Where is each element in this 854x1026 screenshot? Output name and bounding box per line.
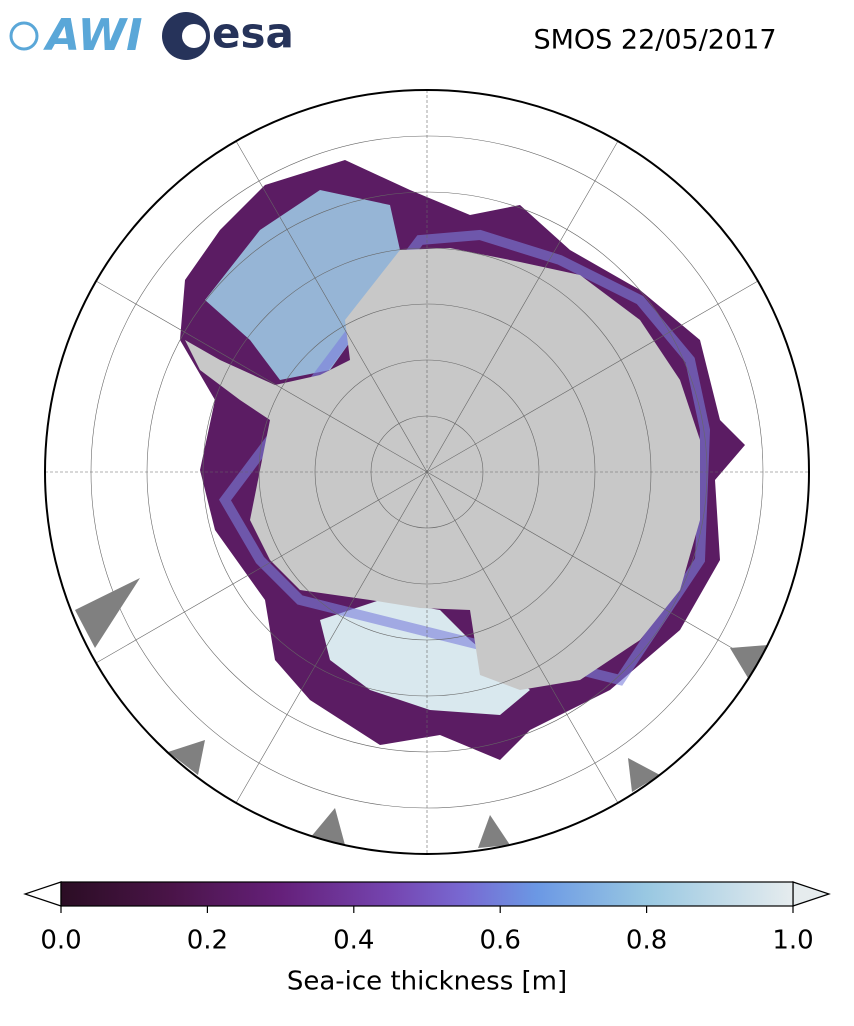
colorbar-ramp <box>60 881 794 907</box>
awi-logo-text: AWI <box>43 10 143 61</box>
awi-logo: AWI <box>9 10 143 61</box>
colorbar <box>23 881 831 907</box>
sea-ice-thick <box>320 600 530 715</box>
colorbar-extend-min <box>23 881 62 907</box>
colorbar-label: Sea-ice thickness [m] <box>287 967 567 997</box>
colorbar-tick-label: 0.6 <box>480 926 521 956</box>
map <box>45 90 809 854</box>
colorbar-tick-label: 0.8 <box>626 926 667 956</box>
colorbar-tick-label: 0.0 <box>40 926 81 956</box>
map-title: SMOS 22/05/2017 <box>533 25 776 56</box>
graticule <box>45 90 809 854</box>
colorbar-extend-max <box>792 881 831 907</box>
esa-logo-text: esa <box>212 9 294 58</box>
esa-logo: esa <box>162 9 294 60</box>
map-boundary <box>44 89 810 855</box>
antarctica <box>185 248 700 690</box>
colorbar-tick-label: 0.2 <box>187 926 228 956</box>
colorbar-tick-label: 0.4 <box>333 926 374 956</box>
colorbar-tick-label: 1.0 <box>772 926 813 956</box>
land-patches <box>75 578 768 848</box>
